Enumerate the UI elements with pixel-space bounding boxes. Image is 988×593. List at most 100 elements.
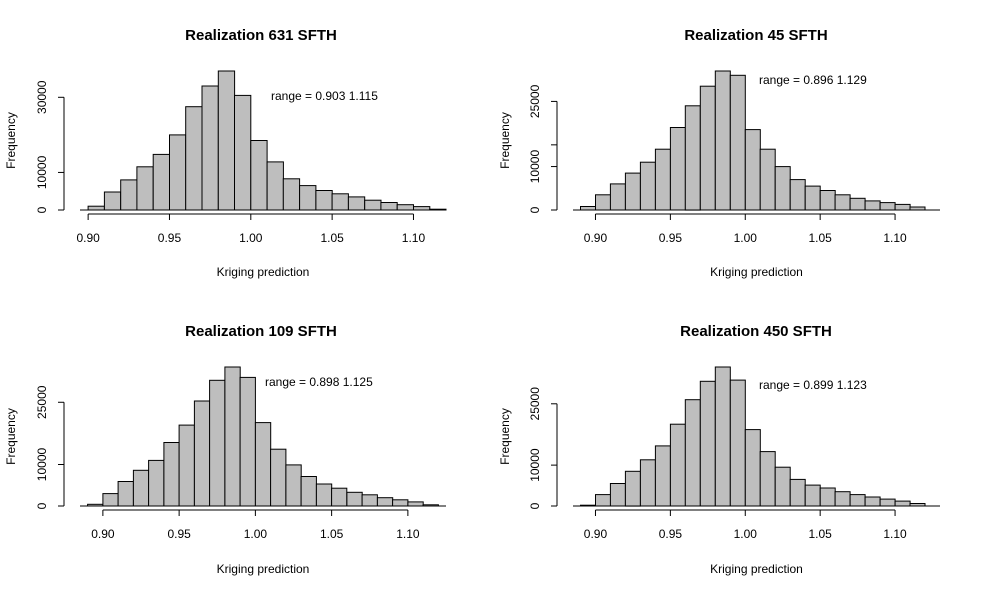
histogram-bar (234, 94, 252, 211)
y-axis-label: Frequency (4, 112, 18, 169)
histogram-bar (178, 424, 195, 507)
histogram-bar (639, 161, 656, 211)
y-tick-label: 25000 (528, 387, 542, 421)
histogram-bar (376, 497, 394, 507)
y-tick-label: 10000 (528, 150, 542, 184)
histogram-bar (864, 200, 881, 211)
histogram-bar (789, 179, 806, 211)
histogram-bar (669, 127, 686, 211)
y-tick-label: 0 (528, 502, 542, 509)
histogram-bar (224, 366, 241, 507)
histogram-bar (315, 190, 333, 211)
histogram-bar (654, 445, 671, 507)
histogram-bar (684, 105, 701, 211)
chart-title: Realization 450 SFTH (680, 323, 832, 340)
x-tick-label: 1.10 (396, 527, 420, 541)
histogram-bar (347, 196, 366, 211)
x-tick-label: 1.10 (883, 527, 907, 541)
histogram-bar (102, 493, 119, 507)
histogram-bar (580, 206, 596, 211)
y-tick-label: 10000 (35, 155, 49, 189)
y-axis-label: Frequency (498, 112, 512, 169)
histogram-bar (804, 185, 821, 211)
histogram-bar (714, 366, 731, 507)
histogram-bar (744, 429, 761, 507)
histogram-bar (759, 148, 776, 211)
histogram-bar (744, 129, 761, 211)
histogram-bar (132, 469, 150, 507)
histogram-bar (299, 185, 317, 211)
histogram-bar (684, 399, 701, 507)
histogram-bar (595, 194, 611, 211)
histogram-bar (834, 491, 851, 507)
histogram-bar (879, 498, 896, 507)
histogram-bar (774, 166, 791, 211)
histogram-bar (87, 205, 105, 211)
range-annotation: range = 0.903 1.115 (271, 89, 378, 103)
histogram-bar (609, 483, 626, 507)
x-axis-label: Kriging prediction (217, 265, 310, 279)
y-tick-label: 0 (35, 502, 49, 509)
chart-panel-3: Realization 109 SFTH 0.90 0.95 1.00 1.05 1.10… (4, 323, 446, 576)
x-axis-label: Kriging prediction (710, 562, 803, 576)
chart-title: Realization 109 SFTH (185, 323, 337, 340)
range-annotation: range = 0.899 1.123 (759, 378, 867, 392)
y-tick-label: 10000 (528, 448, 542, 482)
histogram-bar (654, 148, 671, 211)
x-tick-label: 1.10 (402, 231, 426, 245)
histogram-bar (361, 494, 378, 507)
x-tick-label: 1.00 (734, 527, 758, 541)
x-tick-label: 0.90 (91, 527, 115, 541)
x-tick-label: 0.90 (76, 231, 100, 245)
histogram-bar (163, 442, 180, 507)
histogram-bar (609, 183, 626, 211)
histogram-bar (346, 491, 363, 507)
chart-panel-4: Realization 450 SFTH 0.90 0.95 1.00 1.05 1.10… (498, 323, 940, 576)
y-tick-label: 25000 (35, 385, 49, 419)
y-tick-label: 0 (35, 206, 49, 213)
histogram-bar (282, 178, 301, 211)
histogram-bar (152, 153, 170, 211)
x-tick-label: 1.00 (244, 527, 268, 541)
histogram-bar (239, 376, 256, 507)
histogram-bar (879, 202, 896, 211)
histogram-bar (894, 203, 911, 211)
histogram-bar (714, 70, 731, 211)
x-tick-label: 0.90 (584, 231, 608, 245)
x-axis-label: Kriging prediction (710, 265, 803, 279)
x-tick-label: 1.10 (883, 231, 907, 245)
histogram-bar (254, 422, 272, 507)
histogram-bar (270, 448, 287, 507)
histogram-bar (364, 199, 382, 211)
histogram-bar (392, 499, 409, 507)
chart-title: Realization 45 SFTH (684, 27, 827, 44)
histogram-bar (759, 451, 776, 507)
histogram-bar (250, 140, 268, 211)
histogram-bar (103, 191, 122, 211)
x-tick-label: 0.95 (158, 231, 182, 245)
histogram-bar (407, 501, 424, 507)
histogram-bar (894, 500, 911, 507)
histogram-bar (624, 470, 641, 507)
x-tick-label: 1.05 (320, 527, 344, 541)
x-tick-label: 0.95 (167, 527, 191, 541)
y-tick-label: 0 (528, 206, 542, 213)
histogram-bar (413, 206, 431, 211)
histogram-bar (849, 197, 866, 211)
x-axis-label: Kriging prediction (217, 562, 310, 576)
histogram-bar (117, 481, 134, 507)
histogram-bar (624, 172, 641, 211)
range-annotation: range = 0.896 1.129 (759, 73, 867, 87)
histogram-bar (804, 484, 821, 507)
histogram-bar (209, 379, 226, 507)
histogram-bar (699, 85, 716, 211)
y-axis-label: Frequency (498, 408, 512, 465)
x-tick-label: 0.90 (584, 527, 608, 541)
y-tick-label: 25000 (528, 84, 542, 118)
histogram-bar (285, 464, 302, 507)
histogram-bar (217, 70, 236, 211)
histogram-bar (396, 204, 415, 211)
histogram-bar (699, 380, 716, 507)
chart-panel-1: Realization 631 SFTH 0.90 0.95 1.00 1.05 1.10… (4, 27, 447, 279)
